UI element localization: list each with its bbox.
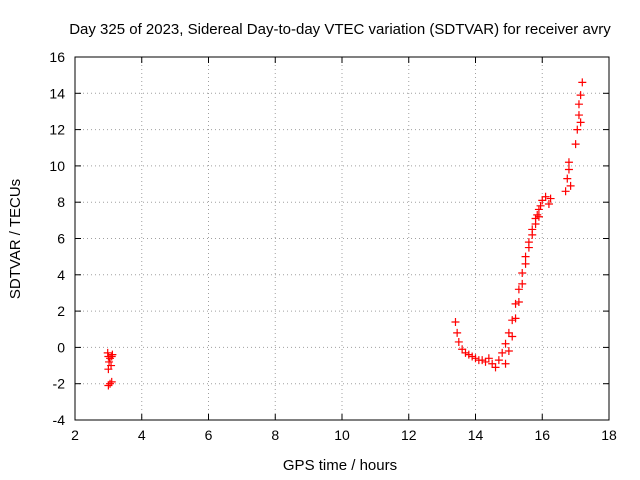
data-point	[105, 357, 114, 366]
data-point	[518, 268, 527, 277]
data-point	[561, 187, 570, 196]
data-point	[578, 78, 587, 87]
data-point	[528, 230, 537, 239]
y-tick-label: 8	[57, 194, 65, 210]
x-tick-label: 18	[601, 427, 617, 443]
y-tick-label: 6	[57, 231, 65, 247]
data-point	[538, 196, 547, 205]
grid-lines	[75, 57, 609, 420]
data-point	[106, 379, 115, 388]
data-point	[511, 299, 520, 308]
data-point	[546, 194, 555, 203]
y-tick-label: 14	[49, 85, 65, 101]
x-tick-label: 10	[334, 427, 350, 443]
data-point	[571, 140, 580, 149]
data-point	[478, 356, 487, 365]
data-point	[574, 100, 583, 109]
data-point	[521, 259, 530, 268]
data-point	[504, 328, 513, 337]
data-point	[498, 348, 507, 357]
data-point	[454, 337, 463, 346]
data-point	[508, 332, 517, 341]
data-point	[494, 356, 503, 365]
data-point	[488, 359, 497, 368]
data-point	[508, 316, 517, 325]
x-tick-label: 14	[468, 427, 484, 443]
data-point	[104, 365, 113, 374]
data-point	[471, 354, 480, 363]
data-point	[461, 348, 470, 357]
x-tick-labels: 2 4 6 8 10 12 14 16 18	[71, 427, 617, 443]
y-tick-label: 16	[49, 49, 65, 65]
data-point	[564, 158, 573, 167]
data-point	[576, 91, 585, 100]
data-point	[451, 317, 460, 326]
data-point	[534, 205, 543, 214]
data-point	[536, 201, 545, 210]
x-axis-label: GPS time / hours	[283, 457, 397, 474]
data-point	[504, 347, 513, 356]
data-point	[103, 348, 112, 357]
y-tick-label: -2	[53, 376, 66, 392]
x-tick-label: 2	[71, 427, 79, 443]
data-point	[501, 339, 510, 348]
x-tick-label: 12	[401, 427, 417, 443]
y-axis-label: SDTVAR / TECUs	[7, 179, 24, 299]
data-point	[564, 165, 573, 174]
data-point	[573, 125, 582, 134]
data-points	[103, 78, 587, 390]
y-tick-labels: -4 -2 0 2 4 6 8 10 12 14 16	[49, 49, 65, 428]
data-point	[481, 357, 490, 366]
y-tick-label: 4	[57, 267, 65, 283]
x-tick-label: 16	[534, 427, 550, 443]
x-tick-label: 6	[205, 427, 213, 443]
data-point	[491, 363, 500, 372]
data-point	[541, 192, 550, 201]
data-point	[533, 210, 542, 219]
data-point	[108, 350, 117, 359]
data-point	[514, 298, 523, 307]
y-tick-label: 10	[49, 158, 65, 174]
y-tick-label: -4	[53, 412, 66, 428]
y-tick-label: 2	[57, 303, 65, 319]
axis-ticks	[74, 56, 610, 421]
data-point	[563, 174, 572, 183]
data-point	[566, 181, 575, 190]
data-point	[518, 279, 527, 288]
data-point	[501, 359, 510, 368]
data-point	[576, 118, 585, 127]
data-point	[574, 111, 583, 120]
y-tick-label: 12	[49, 122, 65, 138]
x-tick-label: 8	[271, 427, 279, 443]
data-point	[458, 345, 467, 354]
data-point	[531, 219, 540, 228]
data-point	[511, 314, 520, 323]
data-point	[107, 377, 116, 386]
data-point	[521, 252, 530, 261]
data-point	[453, 328, 462, 337]
x-tick-label: 4	[138, 427, 146, 443]
data-point	[514, 285, 523, 294]
data-point	[544, 200, 553, 209]
data-point	[534, 212, 543, 221]
data-point	[107, 352, 116, 361]
data-point	[104, 381, 113, 390]
chart-title: Day 325 of 2023, Sidereal Day-to-day VTE…	[69, 21, 611, 38]
data-point	[484, 354, 493, 363]
data-point	[524, 243, 533, 252]
data-point	[464, 350, 473, 359]
data-point	[468, 352, 477, 361]
y-tick-label: 0	[57, 339, 65, 355]
